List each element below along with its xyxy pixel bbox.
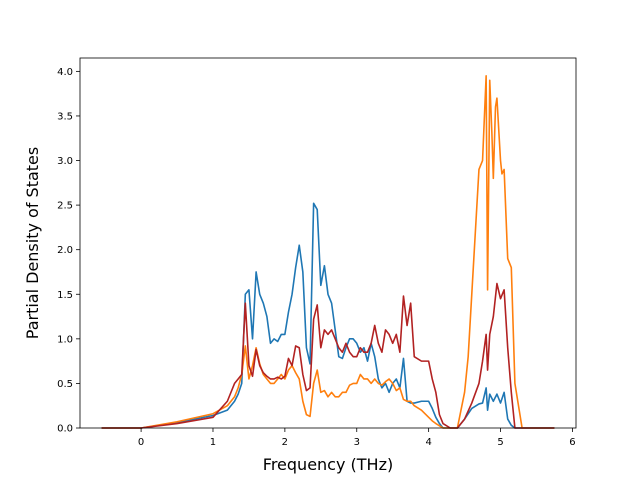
y-tick-label: 3.5 xyxy=(57,111,73,122)
y-tick-label: 0.0 xyxy=(57,424,73,435)
x-tick-label: 4 xyxy=(425,437,431,448)
x-tick-label: 5 xyxy=(497,437,503,448)
y-tick-label: 2.0 xyxy=(57,245,73,256)
y-tick-label: 1.0 xyxy=(57,334,73,345)
x-tick-label: 6 xyxy=(569,437,575,448)
y-axis-label: Partial Density of States xyxy=(23,147,42,339)
x-tick-label: 3 xyxy=(354,437,360,448)
plot-frame xyxy=(79,57,577,429)
series-line-1 xyxy=(101,202,555,429)
series-line-3 xyxy=(101,282,555,429)
y-tick-label: 4.0 xyxy=(57,67,73,78)
series-line-2 xyxy=(101,75,555,429)
x-axis-label: Frequency (THz) xyxy=(263,455,393,474)
y-tick-label: 0.5 xyxy=(57,379,73,390)
y-tick-label: 1.5 xyxy=(57,290,73,301)
y-tick-label: 2.5 xyxy=(57,201,73,212)
x-axis-ticks: 0 1 2 3 4 5 6 xyxy=(138,428,576,448)
y-tick-label: 3.0 xyxy=(57,156,73,167)
y-axis-ticks: 0.0 0.5 1.0 1.5 2.0 2.5 3.0 3.5 4.0 xyxy=(57,67,80,435)
x-tick-label: 2 xyxy=(282,437,288,448)
x-tick-label: 0 xyxy=(138,437,144,448)
x-tick-label: 1 xyxy=(210,437,216,448)
series-layer xyxy=(101,75,555,429)
